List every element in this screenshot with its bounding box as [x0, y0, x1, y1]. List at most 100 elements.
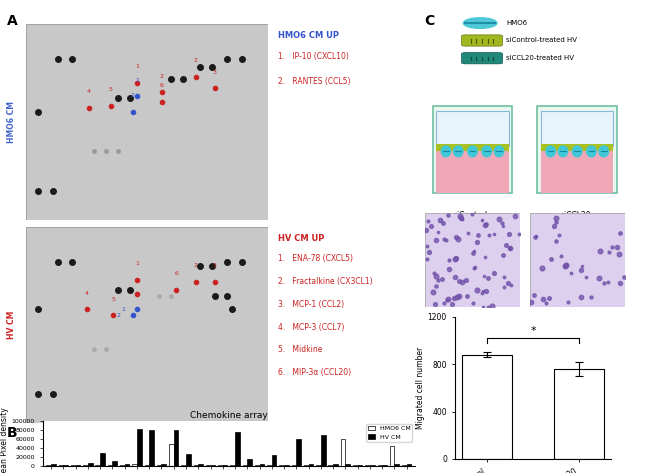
- Bar: [272, 455, 277, 466]
- Text: HV CM: HV CM: [7, 311, 16, 339]
- Bar: [341, 439, 345, 466]
- Text: 4: 4: [84, 291, 89, 296]
- Text: 5.   Midkine: 5. Midkine: [278, 345, 322, 354]
- Bar: [390, 446, 394, 466]
- FancyBboxPatch shape: [436, 138, 509, 193]
- Text: 1: 1: [135, 261, 139, 266]
- Bar: [63, 465, 68, 466]
- Text: HMO6: HMO6: [506, 20, 527, 26]
- Bar: [317, 465, 321, 466]
- Bar: [247, 459, 252, 466]
- Bar: [402, 464, 407, 466]
- Bar: [345, 464, 350, 466]
- Text: C: C: [424, 14, 434, 28]
- Bar: [243, 465, 247, 466]
- Text: 3: 3: [213, 70, 217, 75]
- Bar: [223, 464, 228, 466]
- FancyBboxPatch shape: [541, 138, 613, 193]
- Bar: [370, 464, 375, 466]
- Legend: HMO6 CM, HV CM: HMO6 CM, HV CM: [366, 424, 412, 442]
- Ellipse shape: [599, 146, 608, 157]
- FancyBboxPatch shape: [541, 144, 613, 151]
- Text: 4: 4: [87, 89, 91, 94]
- Text: 5: 5: [109, 88, 112, 92]
- Bar: [279, 465, 284, 466]
- Bar: [71, 465, 76, 466]
- Bar: [267, 465, 272, 466]
- Text: 1: 1: [135, 78, 139, 83]
- Bar: [304, 465, 309, 466]
- Y-axis label: Migrated cell number: Migrated cell number: [416, 347, 425, 429]
- Text: 6: 6: [160, 83, 164, 88]
- FancyBboxPatch shape: [541, 111, 613, 146]
- Text: 1: 1: [121, 307, 125, 312]
- Bar: [218, 465, 223, 466]
- Text: 5: 5: [111, 297, 115, 302]
- FancyBboxPatch shape: [425, 213, 520, 307]
- Ellipse shape: [468, 146, 477, 157]
- Text: treated HV: treated HV: [557, 225, 598, 234]
- Text: 6: 6: [174, 271, 178, 276]
- Text: HMO6 CM: HMO6 CM: [7, 101, 16, 143]
- Text: treated HV: treated HV: [452, 225, 493, 234]
- Bar: [157, 465, 162, 466]
- Bar: [125, 464, 129, 466]
- FancyBboxPatch shape: [462, 53, 502, 64]
- Ellipse shape: [572, 146, 582, 157]
- Bar: [353, 464, 358, 466]
- Text: 2: 2: [116, 313, 120, 318]
- Bar: [108, 465, 112, 466]
- FancyBboxPatch shape: [436, 111, 509, 146]
- Text: HMO6 CM UP: HMO6 CM UP: [278, 31, 339, 40]
- Bar: [181, 464, 186, 466]
- Bar: [112, 461, 117, 466]
- FancyBboxPatch shape: [530, 213, 625, 307]
- Bar: [162, 464, 166, 466]
- Title: Chemokine array: Chemokine array: [190, 411, 267, 420]
- Text: 1.   IP-10 (CXCL10): 1. IP-10 (CXCL10): [278, 52, 349, 61]
- Text: 2: 2: [194, 263, 198, 268]
- Bar: [235, 432, 240, 466]
- Bar: [365, 465, 370, 466]
- Text: siCCL20-treated HV: siCCL20-treated HV: [506, 55, 574, 61]
- Text: 1.   ENA-78 (CXCL5): 1. ENA-78 (CXCL5): [278, 254, 353, 263]
- Bar: [296, 439, 301, 466]
- Bar: [83, 465, 88, 466]
- Bar: [186, 454, 191, 466]
- Bar: [211, 464, 215, 466]
- Bar: [284, 464, 289, 466]
- Ellipse shape: [587, 146, 596, 157]
- Ellipse shape: [454, 146, 463, 157]
- Bar: [462, 355, 512, 459]
- Bar: [260, 464, 264, 466]
- Bar: [230, 465, 235, 466]
- Text: siCCL20-: siCCL20-: [560, 211, 594, 220]
- Text: 3.   MCP-1 (CCL2): 3. MCP-1 (CCL2): [278, 300, 344, 309]
- Bar: [309, 464, 313, 466]
- Bar: [292, 464, 296, 466]
- Text: siControl-: siControl-: [454, 211, 491, 220]
- FancyBboxPatch shape: [26, 227, 268, 423]
- Ellipse shape: [464, 18, 497, 28]
- Text: 2.   RANTES (CCL5): 2. RANTES (CCL5): [278, 77, 351, 86]
- Bar: [377, 464, 382, 466]
- Bar: [51, 464, 56, 466]
- Y-axis label: Mean Pixel density: Mean Pixel density: [0, 408, 9, 473]
- Bar: [88, 463, 93, 466]
- FancyBboxPatch shape: [462, 35, 502, 46]
- FancyBboxPatch shape: [538, 105, 617, 193]
- Ellipse shape: [559, 146, 568, 157]
- Bar: [100, 453, 105, 466]
- Bar: [76, 464, 80, 466]
- Text: HV CM UP: HV CM UP: [278, 234, 324, 243]
- Text: 2: 2: [160, 74, 164, 79]
- FancyBboxPatch shape: [436, 144, 509, 151]
- Text: 4.   MCP-3 (CCL7): 4. MCP-3 (CCL7): [278, 323, 344, 332]
- Bar: [194, 464, 198, 466]
- Bar: [328, 464, 333, 466]
- Text: 6.   MIP-3α (CCL20): 6. MIP-3α (CCL20): [278, 368, 351, 377]
- Bar: [554, 369, 604, 459]
- Bar: [132, 464, 137, 466]
- Bar: [321, 435, 326, 466]
- Ellipse shape: [441, 146, 451, 157]
